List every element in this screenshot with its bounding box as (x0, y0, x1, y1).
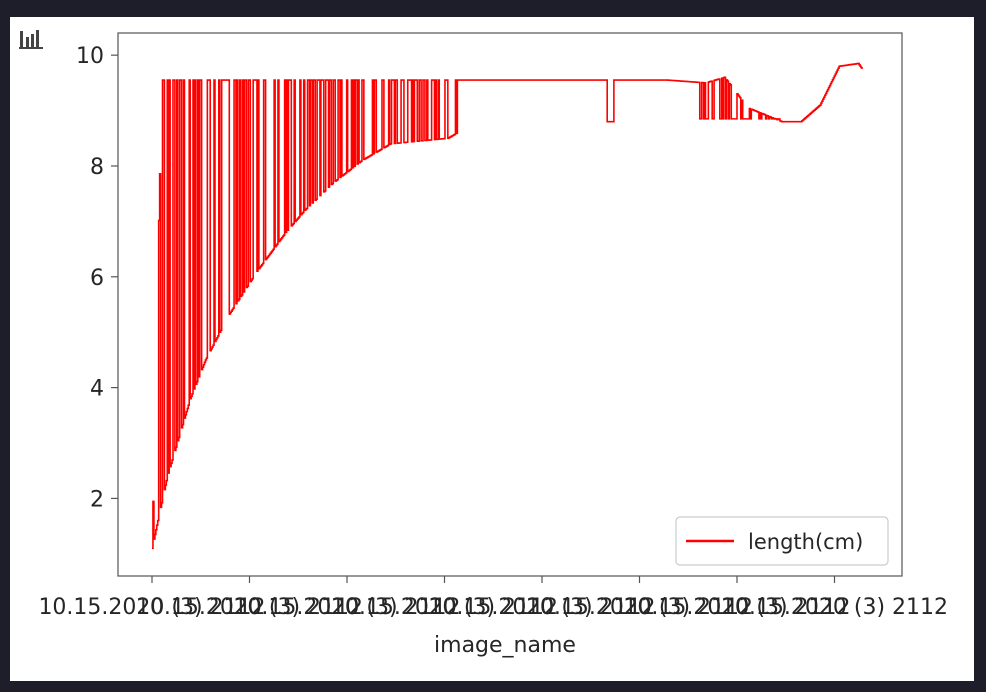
x-tick-label: 10.15.2020 (3) 2112 (38, 595, 265, 620)
x-axis-label: image_name (434, 633, 576, 658)
y-axis-ticks: 2 4 6 8 10 (76, 44, 118, 512)
y-tick-label: 2 (90, 487, 104, 512)
legend: length(cm) (675, 516, 889, 566)
axes-box (117, 32, 903, 577)
x-tick-label: 10.15.2020 (3) 2112 (136, 595, 363, 620)
y-tick-label: 6 (90, 266, 104, 291)
x-tick-label: 10.15.2020 (3) 2112 (623, 595, 850, 620)
y-tick-label: 10 (76, 44, 104, 69)
series-length (152, 62, 863, 550)
bar-chart-icon[interactable] (18, 27, 46, 51)
x-tick-label: 10.15.2020 (3) 2112 (331, 595, 558, 620)
legend-label: length(cm) (748, 530, 863, 554)
y-tick-label: 4 (90, 377, 104, 402)
series-line-length-cm (152, 62, 863, 550)
x-tick-label: 10.15.2020 (3) 2112 (233, 595, 460, 620)
chart-frame: 2 4 6 8 10 10.15.2020 (3) 2112 10.15.2020 (3)… (10, 17, 974, 681)
legend-box (675, 516, 889, 566)
x-tick-label: 10.15.2020 (3) 2112 (428, 595, 655, 620)
x-tick-label: 10.15.2020 (3) 2112 (526, 595, 753, 620)
x-tick-label: 10.15.2020 (3) 2112 (721, 595, 948, 620)
y-tick-label: 8 (90, 155, 104, 180)
